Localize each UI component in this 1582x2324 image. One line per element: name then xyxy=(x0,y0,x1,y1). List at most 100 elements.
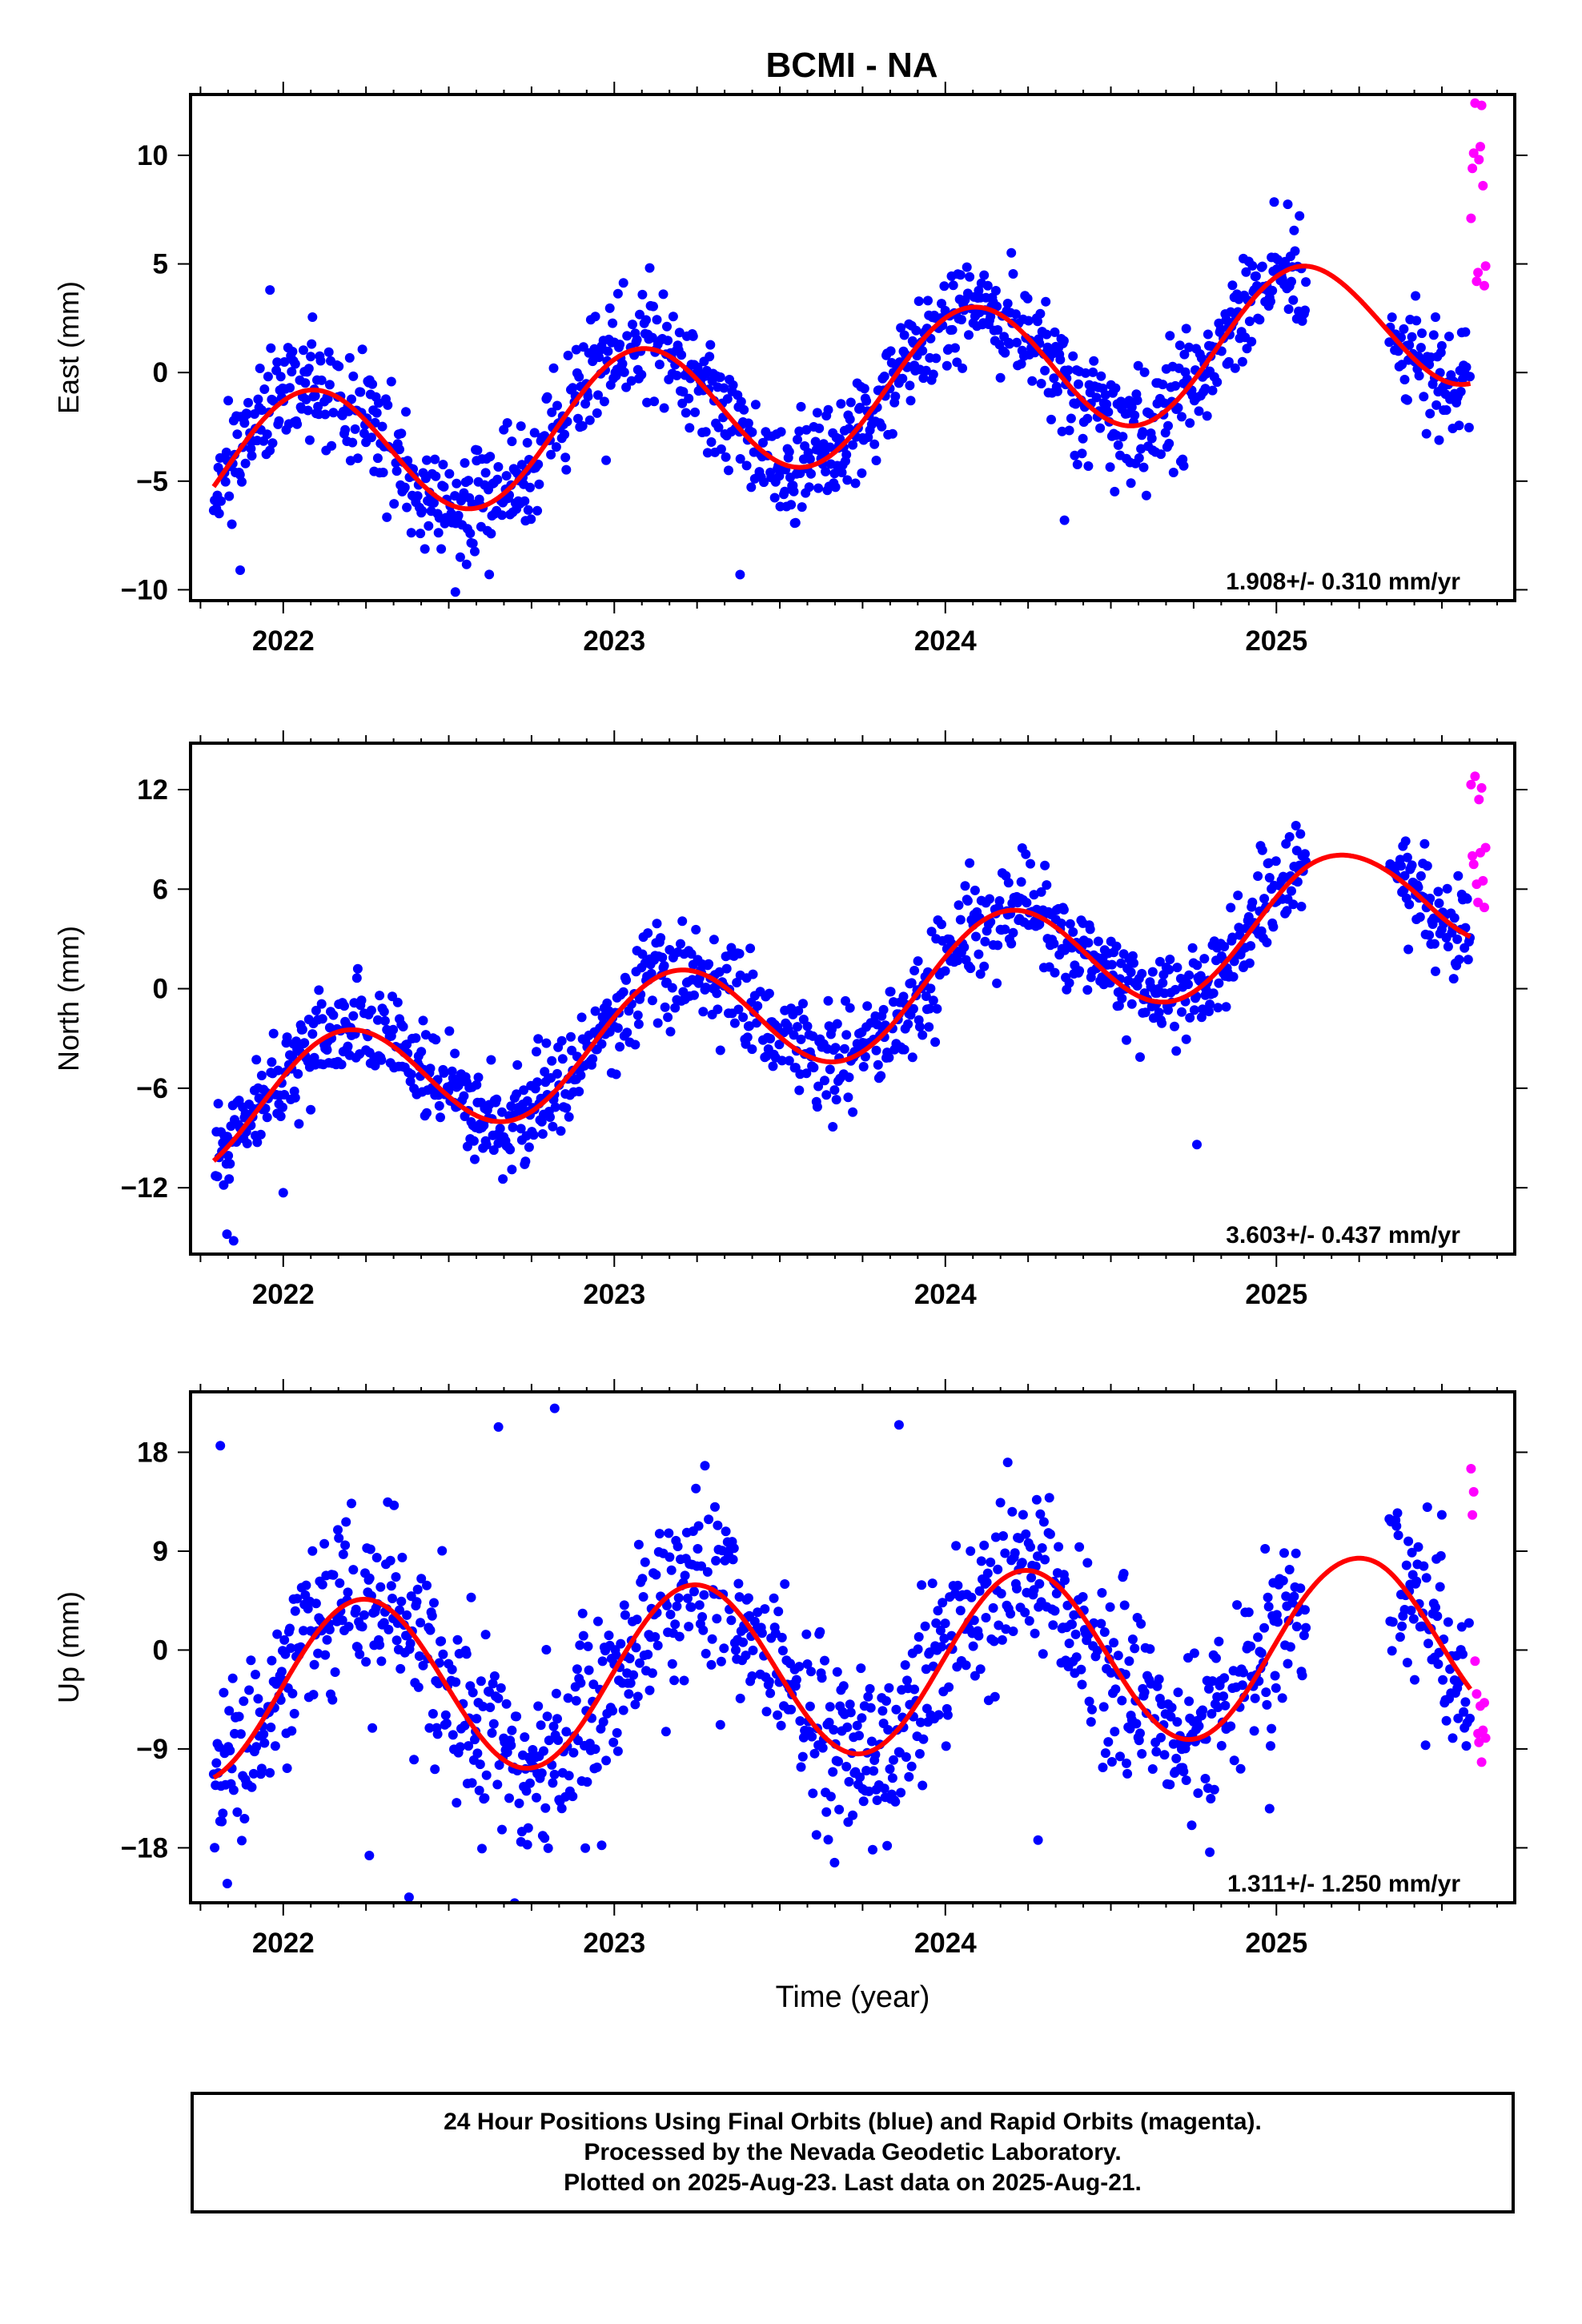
final-orbit-point xyxy=(512,1089,522,1100)
final-orbit-point xyxy=(738,1637,749,1647)
final-orbit-point xyxy=(282,1763,292,1773)
final-orbit-point xyxy=(234,1711,244,1722)
final-orbit-point xyxy=(451,1677,461,1687)
final-orbit-point xyxy=(455,1742,465,1752)
final-orbit-point xyxy=(532,1047,541,1057)
final-orbit-point xyxy=(1168,468,1178,477)
final-orbit-point xyxy=(1411,316,1422,326)
final-orbit-point xyxy=(486,1055,496,1065)
final-orbit-point xyxy=(1415,912,1425,923)
final-orbit-point xyxy=(793,434,802,444)
final-orbit-point xyxy=(1220,1700,1231,1711)
final-orbit-point xyxy=(757,1628,767,1638)
final-orbit-point xyxy=(1134,1735,1144,1746)
final-orbit-point xyxy=(1000,1548,1010,1558)
final-orbit-point xyxy=(850,478,861,489)
final-orbit-point xyxy=(1288,295,1299,305)
final-orbit-point xyxy=(865,1683,875,1694)
final-orbit-point xyxy=(450,587,460,597)
final-orbit-point xyxy=(1300,305,1310,316)
final-orbit-point xyxy=(1403,1536,1414,1546)
final-orbit-point xyxy=(405,1076,416,1087)
final-orbit-point xyxy=(1400,836,1411,846)
final-orbit-point xyxy=(1196,1012,1207,1023)
final-orbit-point xyxy=(1186,1820,1197,1831)
final-orbit-point xyxy=(597,1656,608,1667)
final-orbit-point xyxy=(986,312,996,322)
final-orbit-point xyxy=(995,372,1006,383)
final-orbit-point xyxy=(1282,906,1292,916)
final-orbit-point xyxy=(842,1722,853,1732)
final-orbit-point xyxy=(239,418,250,428)
final-orbit-point xyxy=(1030,1628,1040,1638)
final-orbit-point xyxy=(951,1541,962,1551)
final-orbit-point xyxy=(1074,1542,1085,1552)
final-orbit-point xyxy=(1173,1687,1183,1698)
final-orbit-point xyxy=(272,1629,283,1639)
x-tick-label: 2025 xyxy=(1245,625,1307,657)
final-orbit-point xyxy=(931,1618,942,1628)
final-orbit-point xyxy=(489,1671,500,1681)
final-orbit-point xyxy=(871,1045,881,1055)
final-orbit-point xyxy=(470,546,480,557)
final-orbit-point xyxy=(876,1071,886,1081)
final-orbit-point xyxy=(652,919,662,929)
final-orbit-point xyxy=(512,1059,523,1070)
final-orbit-point xyxy=(1033,1835,1043,1845)
final-orbit-point xyxy=(1008,269,1018,279)
final-orbit-point xyxy=(571,344,581,355)
final-orbit-point xyxy=(1434,898,1444,908)
final-orbit-point xyxy=(759,477,769,488)
final-orbit-point xyxy=(721,963,732,974)
final-orbit-point xyxy=(308,1690,319,1700)
final-orbit-point xyxy=(430,454,440,464)
final-orbit-point xyxy=(465,529,476,538)
final-orbit-point xyxy=(1411,291,1421,301)
final-orbit-point xyxy=(654,360,665,370)
final-orbit-point xyxy=(268,1028,279,1039)
final-orbit-point xyxy=(715,372,725,382)
final-orbit-point xyxy=(1122,1035,1131,1045)
final-orbit-point xyxy=(220,476,231,487)
rapid-orbit-point xyxy=(1472,1689,1482,1699)
final-orbit-point xyxy=(287,367,297,377)
final-orbit-point xyxy=(434,1658,444,1668)
final-orbit-point xyxy=(313,1648,323,1659)
final-orbit-point xyxy=(548,1121,558,1132)
final-orbit-point xyxy=(976,1556,986,1566)
y-tick-label: 6 xyxy=(153,874,168,905)
final-orbit-point xyxy=(395,444,404,455)
final-orbit-point xyxy=(251,1670,260,1679)
final-orbit-point xyxy=(1261,1687,1271,1698)
final-orbit-point xyxy=(684,1622,694,1632)
final-orbit-point xyxy=(1260,1544,1271,1554)
final-orbit-point xyxy=(323,347,334,357)
x-tick-label: 2023 xyxy=(583,1928,645,1959)
final-orbit-point xyxy=(667,1659,677,1669)
final-orbit-point xyxy=(1095,423,1106,433)
final-orbit-point xyxy=(1110,1727,1120,1737)
final-orbit-point xyxy=(1295,1583,1306,1594)
final-orbit-point xyxy=(928,995,938,1006)
final-orbit-point xyxy=(990,1691,1000,1702)
final-orbit-point xyxy=(533,1701,544,1711)
plot-frame xyxy=(189,93,1516,602)
final-orbit-point xyxy=(1243,1607,1254,1618)
final-orbit-point xyxy=(1165,1779,1175,1790)
final-orbit-point xyxy=(797,1751,808,1762)
final-orbit-point xyxy=(248,1768,259,1779)
final-orbit-point xyxy=(674,1631,685,1642)
final-orbit-point xyxy=(520,1156,531,1167)
final-orbit-point xyxy=(522,437,532,448)
final-orbit-point xyxy=(1291,821,1301,830)
final-orbit-point xyxy=(1054,1542,1064,1552)
final-orbit-point xyxy=(1232,1600,1243,1610)
final-orbit-point xyxy=(619,1600,629,1610)
final-orbit-point xyxy=(1139,1687,1150,1698)
final-orbit-point xyxy=(689,990,699,1000)
final-orbit-point xyxy=(1278,1575,1288,1586)
final-orbit-point xyxy=(913,1632,924,1642)
final-orbit-point xyxy=(885,346,896,356)
final-orbit-point xyxy=(576,1070,586,1080)
